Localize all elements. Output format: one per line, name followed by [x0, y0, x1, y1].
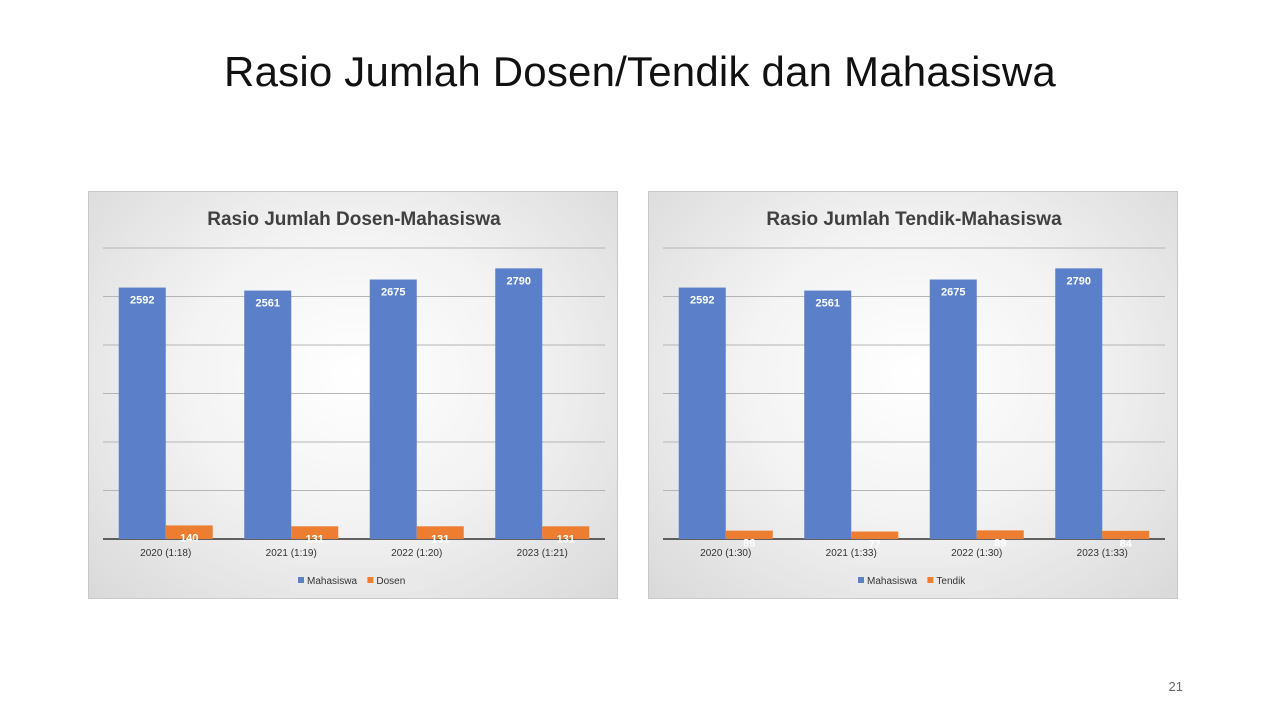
- data-label: 2592: [130, 295, 154, 307]
- bar-tendik: [1102, 530, 1150, 539]
- bar-mahasiswa: [244, 290, 292, 539]
- x-tick-label: 2021 (1:33): [826, 548, 877, 559]
- bar-dosen: [542, 526, 590, 539]
- bar-mahasiswa: [1055, 268, 1103, 539]
- data-label: 2675: [941, 287, 965, 299]
- x-tick-label: 2023 (1:33): [1077, 548, 1128, 559]
- bar-dosen: [416, 526, 464, 539]
- bar-mahasiswa: [678, 287, 726, 539]
- bar-tendik: [851, 531, 899, 539]
- data-label: 89: [994, 537, 1006, 549]
- data-label: 2790: [1067, 275, 1091, 287]
- data-label: 140: [180, 532, 198, 544]
- chart-title: Rasio Jumlah Tendik-Mahasiswa: [766, 209, 1062, 230]
- bar-tendik: [725, 530, 773, 539]
- legend-label: Tendik: [936, 576, 966, 587]
- dosen-mahasiswa-chart: Rasio Jumlah Dosen-Mahasiswa 2592 140 2020 …: [88, 191, 618, 599]
- legend-swatch: [298, 577, 304, 583]
- bar-dosen: [165, 525, 213, 539]
- bar-mahasiswa: [118, 287, 166, 539]
- x-tick-label: 2020 (1:30): [700, 548, 751, 559]
- bar-mahasiswa: [804, 290, 852, 539]
- legend-label: Dosen: [376, 576, 405, 587]
- tendik-mahasiswa-chart-svg: Rasio Jumlah Tendik-Mahasiswa 2592 862020 …: [663, 209, 1165, 591]
- x-tick-label: 2022 (1:20): [391, 548, 442, 559]
- slide-title: Rasio Jumlah Dosen/Tendik dan Mahasiswa: [224, 48, 1056, 95]
- data-label: 2561: [816, 298, 840, 310]
- bar-mahasiswa: [369, 279, 417, 539]
- legend-label: Mahasiswa: [867, 576, 917, 587]
- bar-mahasiswa: [495, 268, 543, 539]
- data-label: 2675: [381, 287, 405, 299]
- legend: Mahasiswa Dosen: [290, 569, 424, 591]
- x-tick-label: 2023 (1:21): [517, 548, 568, 559]
- data-label: 77: [869, 539, 881, 551]
- data-label: 131: [431, 533, 449, 545]
- legend: Mahasiswa Tendik: [850, 569, 984, 591]
- data-label: 2790: [507, 275, 531, 287]
- x-tick-label: 2020 (1:18): [140, 548, 191, 559]
- data-label: 131: [306, 533, 324, 545]
- legend-swatch: [858, 577, 864, 583]
- tendik-mahasiswa-chart: Rasio Jumlah Tendik-Mahasiswa 2592 86 2020 …: [648, 191, 1178, 599]
- data-label: 2561: [256, 298, 280, 310]
- data-label: 2592: [690, 295, 714, 307]
- x-tick-label: 2022 (1:30): [951, 548, 1002, 559]
- bar-tendik: [976, 530, 1024, 539]
- legend-label: Mahasiswa: [307, 576, 357, 587]
- chart-title: Rasio Jumlah Dosen-Mahasiswa: [207, 209, 501, 230]
- dosen-mahasiswa-chart-svg: Rasio Jumlah Dosen-Mahasiswa 2592 140 2020 …: [103, 209, 605, 591]
- page-number: 21: [1168, 679, 1183, 694]
- data-label: 84: [1120, 538, 1133, 550]
- legend-background: [850, 569, 984, 591]
- bar-mahasiswa: [929, 279, 977, 539]
- x-tick-label: 2021 (1:19): [266, 548, 317, 559]
- data-label: 131: [557, 533, 575, 545]
- data-label: 86: [743, 538, 755, 550]
- bar-dosen: [291, 526, 339, 539]
- legend-swatch: [927, 577, 934, 583]
- legend-background: [290, 569, 424, 591]
- legend-swatch: [367, 577, 374, 583]
